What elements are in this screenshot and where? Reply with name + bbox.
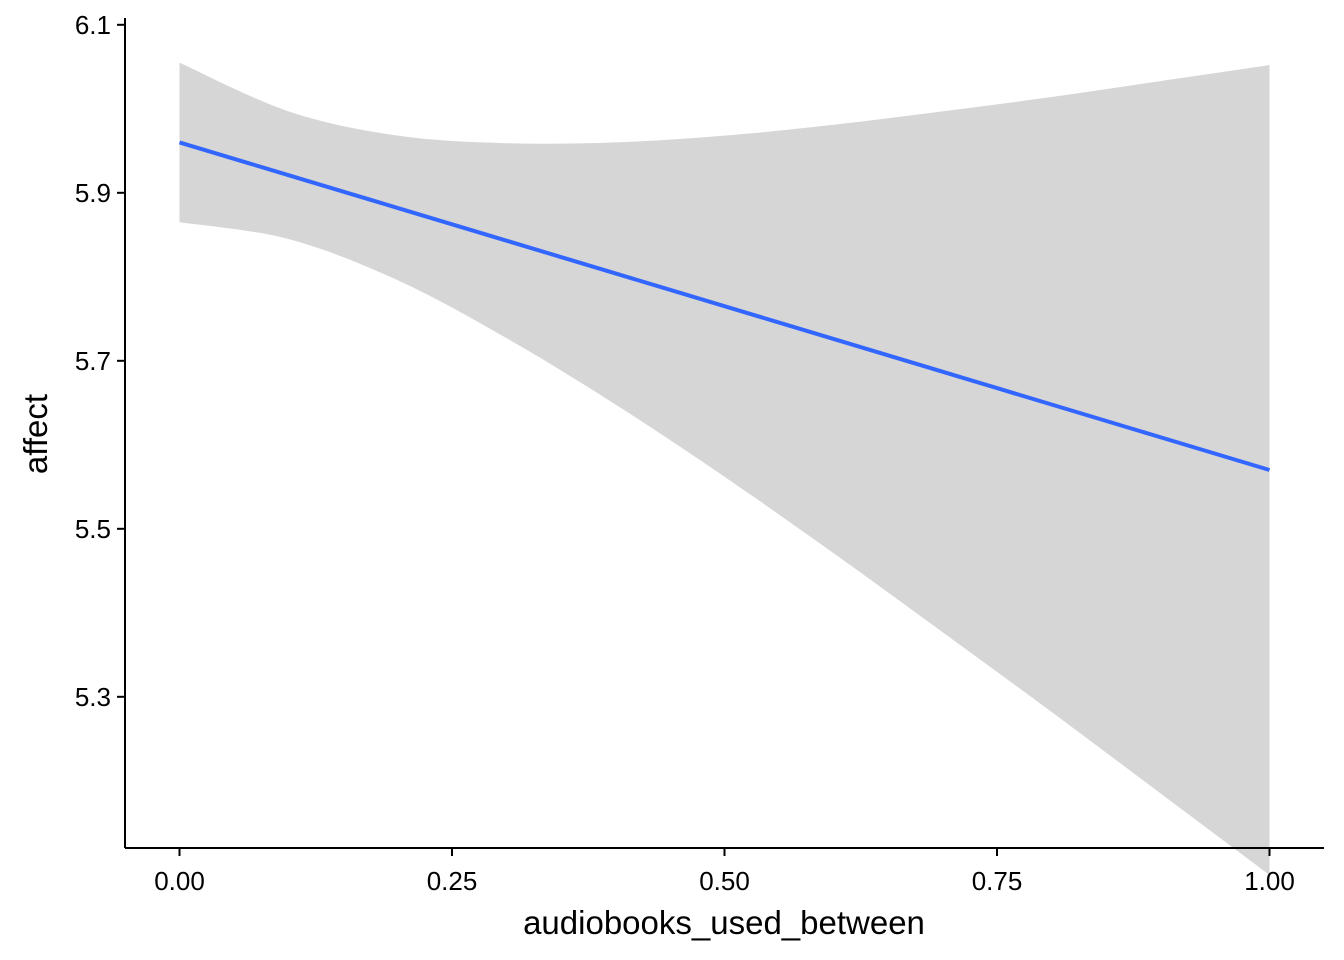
y-axis: 5.3 5.5 5.7 5.9 6.1 — [75, 10, 126, 848]
x-tick-label: 0.00 — [154, 866, 205, 896]
y-tick-label: 5.3 — [75, 682, 111, 712]
confidence-ribbon — [179, 62, 1270, 875]
x-axis-title: audiobooks_used_between — [523, 904, 925, 941]
x-tick-label: 0.50 — [699, 866, 750, 896]
y-tick-label: 5.9 — [75, 178, 111, 208]
y-tick-label: 6.1 — [75, 10, 111, 40]
x-tick-label: 0.75 — [972, 866, 1023, 896]
y-tick-label: 5.5 — [75, 514, 111, 544]
y-axis-title: affect — [17, 394, 54, 474]
x-tick-label: 0.25 — [427, 866, 478, 896]
plot-area — [178, 62, 1271, 875]
fit-line — [178, 140, 1271, 472]
y-tick-label: 5.7 — [75, 346, 111, 376]
x-axis: 0.00 0.25 0.50 0.75 1.00 — [125, 847, 1324, 896]
x-tick-label: 1.00 — [1244, 866, 1295, 896]
